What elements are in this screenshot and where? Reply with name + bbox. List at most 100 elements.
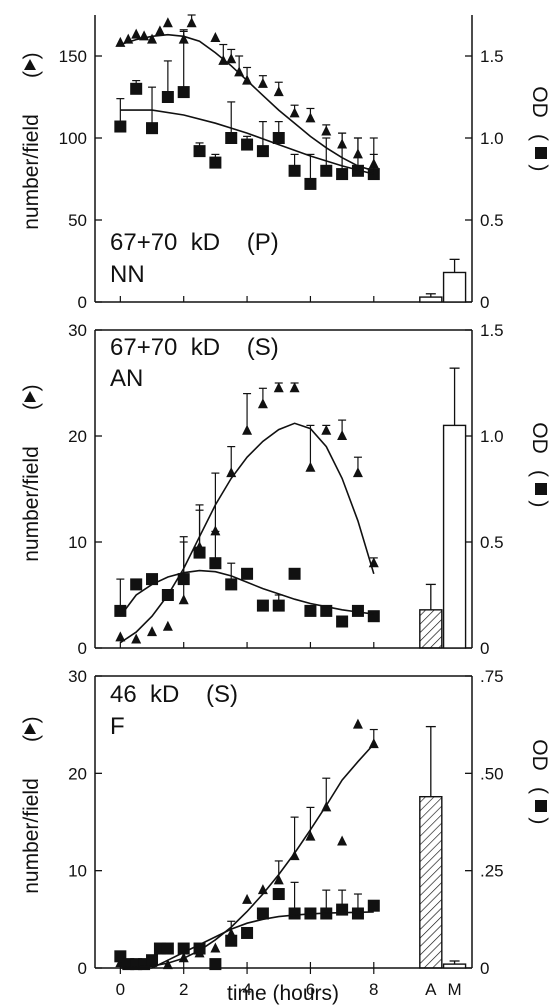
triangle-point bbox=[115, 36, 126, 47]
y-axis-title-text: number/field bbox=[20, 446, 43, 562]
square-point bbox=[225, 578, 238, 591]
fit-curve bbox=[120, 743, 375, 969]
square-point bbox=[146, 573, 159, 586]
category-label: M bbox=[447, 980, 461, 999]
chart-marks: 05010015000.51.01.5010203000.51.01.50102… bbox=[59, 14, 504, 999]
triangle-point bbox=[289, 107, 300, 118]
x-axis-title: time (hours) bbox=[227, 982, 339, 1005]
y-tick-label-left: 0 bbox=[78, 639, 87, 658]
y-axis-title-right-top: OD ( ) bbox=[528, 86, 551, 171]
square-point bbox=[367, 899, 380, 912]
square-point bbox=[241, 926, 254, 939]
y-tick-label-left: 50 bbox=[68, 211, 87, 230]
triangle-point bbox=[162, 17, 173, 28]
triangle-point bbox=[131, 633, 142, 644]
triangle-point bbox=[273, 382, 284, 393]
triangle-point bbox=[321, 125, 332, 136]
y-tick-label-left: 20 bbox=[68, 427, 87, 446]
y-tick-label-left: 150 bbox=[59, 47, 87, 66]
square-point bbox=[336, 615, 349, 628]
y-tick-label-left: 10 bbox=[68, 533, 87, 552]
triangle-point bbox=[210, 525, 221, 536]
triangle-point bbox=[115, 631, 126, 642]
y-tick-label-right: 1.0 bbox=[480, 427, 504, 446]
y-axis-title-text: number/field bbox=[20, 778, 43, 894]
y-axis-title-right-text: OD bbox=[528, 422, 551, 454]
triangle-point bbox=[337, 835, 348, 846]
triangle-point bbox=[305, 830, 316, 841]
y-tick-label-left: 30 bbox=[68, 667, 87, 686]
triangle-legend-icon bbox=[24, 723, 36, 734]
y-axis-title-right-text: OD bbox=[528, 86, 551, 118]
triangle-point bbox=[131, 28, 142, 39]
y-tick-label-right: .75 bbox=[480, 667, 504, 686]
od-bar bbox=[442, 271, 467, 303]
y-axis-title-left-bottom: number/field ( ) bbox=[20, 716, 43, 893]
square-point bbox=[304, 604, 317, 617]
y-axis-title-right-text: OD bbox=[528, 739, 551, 771]
fit-curve bbox=[119, 569, 374, 617]
panel-label-line1: 67+70 kD (S) bbox=[110, 334, 279, 361]
y-axis-title-left-middle: number/field ( ) bbox=[20, 384, 43, 561]
y-tick-label-right: .50 bbox=[480, 764, 504, 783]
square-point bbox=[161, 942, 174, 955]
square-point bbox=[336, 168, 349, 181]
triangle-point bbox=[305, 112, 316, 123]
triangle-point bbox=[289, 382, 300, 393]
triangle-point bbox=[210, 31, 221, 42]
square-point bbox=[272, 599, 285, 612]
square-point bbox=[351, 907, 364, 920]
square-point bbox=[130, 578, 143, 591]
y-tick-label-right: 0 bbox=[480, 639, 489, 658]
y-axis-title-left-top: number/field ( ) bbox=[20, 52, 43, 229]
triangle-point bbox=[352, 718, 363, 729]
square-point bbox=[304, 177, 317, 190]
triangle-point bbox=[273, 86, 284, 97]
triangle-point bbox=[368, 738, 379, 749]
square-point bbox=[225, 934, 238, 947]
square-point bbox=[130, 82, 143, 95]
y-tick-label-right: 1.5 bbox=[480, 321, 504, 340]
fit-curve bbox=[120, 33, 375, 172]
y-axis-title-text: number/field bbox=[20, 114, 43, 230]
square-point bbox=[146, 954, 159, 967]
square-point bbox=[256, 907, 269, 920]
x-tick-label: 8 bbox=[369, 980, 378, 999]
triangle-point bbox=[226, 53, 237, 64]
y-tick-label-left: 10 bbox=[68, 862, 87, 881]
square-point bbox=[241, 567, 254, 580]
square-point bbox=[161, 91, 174, 103]
triangle-point bbox=[210, 942, 221, 953]
panel-middle: 67+70 kD (S) AN bbox=[94, 329, 473, 649]
y-tick-label-right: 1.0 bbox=[480, 129, 504, 148]
triangle-point bbox=[178, 594, 189, 605]
panel-0-marks: 0 50 100 150 0 0.5 1.0 1.5 bbox=[59, 14, 504, 312]
category-label: A bbox=[425, 980, 437, 999]
square-point bbox=[114, 120, 127, 133]
od-bar bbox=[442, 424, 467, 649]
square-point bbox=[272, 132, 285, 144]
square-point bbox=[336, 903, 349, 916]
triangle-point bbox=[234, 66, 245, 77]
square-point bbox=[351, 604, 364, 617]
triangle-legend-icon bbox=[24, 391, 36, 402]
y-tick-label-right: 0.5 bbox=[480, 533, 504, 552]
x-tick-label: 4 bbox=[242, 980, 251, 999]
y-tick-label-left: 30 bbox=[68, 321, 87, 340]
square-point bbox=[272, 888, 285, 901]
square-point bbox=[209, 958, 222, 971]
square-point bbox=[193, 145, 206, 158]
triangle-point bbox=[352, 467, 363, 478]
y-axis-title-right-middle: OD ( ) bbox=[528, 422, 551, 507]
y-tick-label-right: .25 bbox=[480, 862, 504, 881]
x-tick-label: 0 bbox=[116, 980, 125, 999]
panel-bottom: 46 kD (S) F bbox=[94, 675, 473, 969]
square-point bbox=[288, 567, 301, 580]
triangle-point bbox=[154, 25, 165, 36]
panel-2-marks: 0 10 20 30 0 .25 .50 .75 0 2 4 6 8 A M bbox=[68, 667, 504, 999]
triangle-point bbox=[273, 874, 284, 885]
od-bar bbox=[419, 296, 443, 303]
fit-curve bbox=[120, 109, 375, 175]
square-point bbox=[177, 86, 190, 99]
